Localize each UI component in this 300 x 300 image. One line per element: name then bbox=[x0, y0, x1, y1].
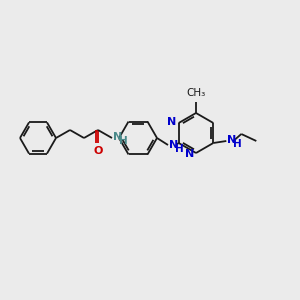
Text: N: N bbox=[227, 135, 236, 145]
Text: N: N bbox=[167, 117, 177, 127]
Text: H: H bbox=[233, 139, 242, 149]
Text: H: H bbox=[175, 144, 184, 154]
Text: N: N bbox=[169, 140, 178, 150]
Text: H: H bbox=[119, 136, 128, 146]
Text: CH₃: CH₃ bbox=[186, 88, 206, 98]
Text: N: N bbox=[113, 133, 122, 142]
Text: N: N bbox=[185, 149, 194, 159]
Text: O: O bbox=[93, 146, 103, 157]
